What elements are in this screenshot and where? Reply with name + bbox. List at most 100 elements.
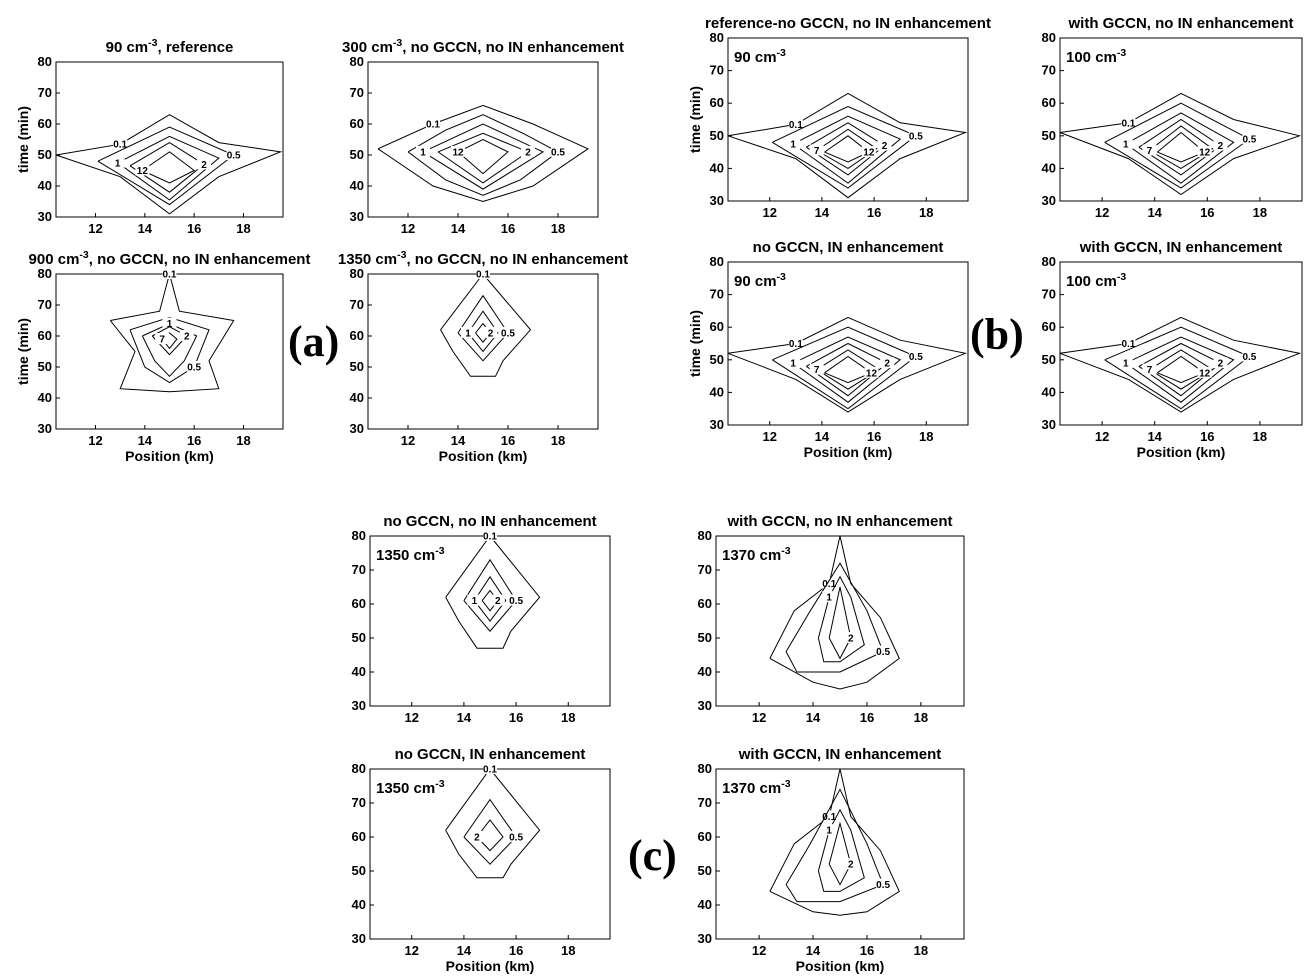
x-tick-label: 14 <box>806 710 821 725</box>
panel-label-c: (c) <box>628 831 677 880</box>
y-tick-label: 40 <box>350 390 364 405</box>
contour-label: 2 <box>488 328 494 339</box>
y-tick-label: 40 <box>710 384 724 399</box>
subplot-11: no GCCN, IN enhancement 1350 cm-3 12 14 16 18… <box>352 746 611 974</box>
contour-line <box>1125 336 1235 403</box>
y-tick-label: 80 <box>38 266 52 281</box>
subplot-4: 1350 cm-3, no GCCN, no IN enhancement 12 1… <box>338 249 628 464</box>
y-tick-label: 70 <box>350 85 364 100</box>
contour-label-bg <box>1213 139 1228 151</box>
contour-label: 0.5 <box>876 647 890 658</box>
subplot-title: with GCCN, no IN enhancement <box>1067 15 1293 32</box>
plot-frame <box>55 273 284 430</box>
plot-frame <box>1059 261 1303 426</box>
y-tick-label: 40 <box>1042 160 1056 175</box>
contour-line <box>769 768 900 916</box>
contour-line <box>1059 92 1302 196</box>
y-tick-label: 80 <box>350 266 364 281</box>
y-tick-label: 50 <box>698 630 712 645</box>
contour-label: 2 <box>184 332 190 343</box>
y-tick-label: 80 <box>698 528 712 543</box>
plot-frame <box>1059 37 1303 202</box>
panel-label-a: (a) <box>288 317 339 366</box>
contour-label-bg <box>1197 146 1212 158</box>
x-tick-label: 16 <box>187 221 201 236</box>
y-tick-label: 60 <box>1042 95 1056 110</box>
contour-label: 2 <box>474 833 480 844</box>
contour-label-bg <box>876 878 891 890</box>
contour-line <box>785 788 884 903</box>
subplot-title: with GCCN, IN enhancement <box>1079 239 1283 256</box>
y-tick-label: 70 <box>1042 287 1056 302</box>
y-tick-label: 30 <box>1042 193 1056 208</box>
x-tick-label: 16 <box>860 710 874 725</box>
y-tick-label: 40 <box>352 897 366 912</box>
contour-label: 0.1 <box>1121 339 1135 350</box>
contour-label: 0.1 <box>163 270 177 281</box>
y-tick-label: 60 <box>1042 319 1056 334</box>
contour-label-bg <box>197 158 212 170</box>
contour-label-bg <box>426 118 440 129</box>
y-tick-label: 80 <box>1042 30 1056 45</box>
contour-label-bg <box>880 357 895 369</box>
y-tick-label: 50 <box>350 147 364 162</box>
contour-label: 0.5 <box>227 151 241 162</box>
y-tick-label: 60 <box>710 319 724 334</box>
y-tick-label: 40 <box>698 897 712 912</box>
contour-label-bg <box>416 145 430 157</box>
y-tick-label: 70 <box>352 795 366 810</box>
x-tick-label: 18 <box>919 429 933 444</box>
x-tick-label: 14 <box>451 221 466 236</box>
y-tick-label: 50 <box>38 359 52 374</box>
subplot-title: with GCCN, no IN enhancement <box>726 513 952 530</box>
contour-label: 2 <box>848 860 854 871</box>
contour-label: 1 <box>826 593 832 604</box>
y-tick-label: 50 <box>1042 128 1056 143</box>
y-tick-label: 30 <box>350 421 364 436</box>
contour-label: 12 <box>863 148 875 159</box>
x-tick-label: 18 <box>1253 205 1267 220</box>
subplot-title: 90 cm-3, reference <box>106 37 234 56</box>
contour-label-bg <box>451 145 465 157</box>
contour-label: 7 <box>814 365 820 376</box>
contour-label: 2 <box>1218 141 1224 152</box>
x-tick-label: 16 <box>501 433 515 448</box>
contour-label-bg <box>786 137 801 149</box>
y-tick-label: 80 <box>710 30 724 45</box>
x-tick-label: 14 <box>815 205 830 220</box>
contour-label-bg <box>788 118 803 130</box>
x-tick-label: 12 <box>763 429 777 444</box>
contour-label: 2 <box>848 634 854 645</box>
y-tick-label: 70 <box>38 297 52 312</box>
x-tick-label: 18 <box>551 433 565 448</box>
contour-line <box>1059 316 1302 413</box>
y-tick-label: 70 <box>38 85 52 100</box>
contour-label-bg <box>469 831 484 842</box>
contour-line <box>792 115 902 184</box>
contour-label-bg <box>843 632 858 643</box>
x-tick-label: 12 <box>88 433 102 448</box>
x-tick-label: 12 <box>401 433 415 448</box>
contour-line <box>727 92 968 199</box>
contour-label: 7 <box>814 146 820 157</box>
contour-label: 0.1 <box>789 339 803 350</box>
y-tick-label: 80 <box>352 761 366 776</box>
contour-label-bg <box>1142 363 1157 375</box>
y-tick-label: 50 <box>710 352 724 367</box>
contour-line <box>142 151 196 184</box>
contour-line <box>473 575 507 622</box>
contour-label: 1 <box>1123 139 1129 150</box>
contour-label: 0.1 <box>483 765 497 776</box>
subplot-title: 1350 cm-3, no GCCN, no IN enhancement <box>338 249 628 268</box>
y-tick-label: 50 <box>710 128 724 143</box>
contour-label: 1 <box>790 359 796 370</box>
contour-label: 12 <box>137 166 149 177</box>
contour-label: 0.5 <box>501 328 515 339</box>
x-tick-label: 14 <box>1147 205 1162 220</box>
contour-line <box>816 349 881 390</box>
contour-label: 12 <box>1199 148 1211 159</box>
